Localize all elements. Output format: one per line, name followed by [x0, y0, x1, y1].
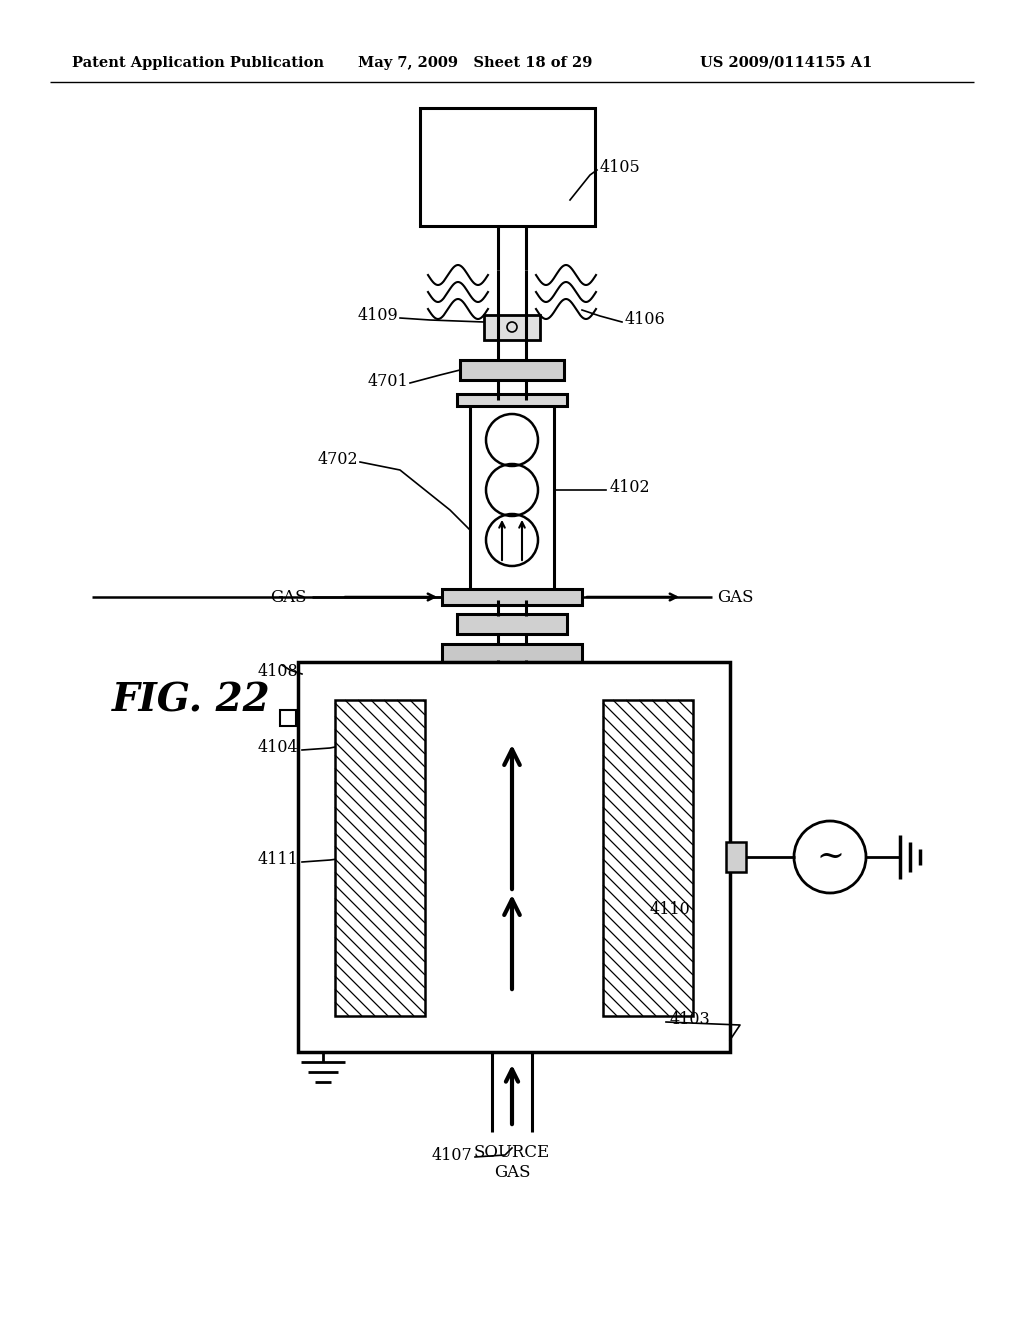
Text: May 7, 2009   Sheet 18 of 29: May 7, 2009 Sheet 18 of 29 [358, 55, 592, 70]
Bar [470, 400, 554, 601]
Text: 4104: 4104 [258, 739, 299, 756]
Text: 4110: 4110 [650, 902, 691, 919]
Bar [457, 393, 567, 407]
Text: FIG. 22: FIG. 22 [112, 681, 270, 719]
Bar [420, 108, 595, 226]
Text: 4109: 4109 [358, 308, 398, 325]
Bar [442, 589, 582, 605]
Text: GAS: GAS [270, 589, 307, 606]
Bar [298, 663, 730, 1052]
Bar [603, 700, 693, 1016]
Bar [460, 360, 564, 380]
Text: 4105: 4105 [600, 160, 641, 177]
Text: 4701: 4701 [368, 374, 409, 391]
Text: 4108: 4108 [258, 664, 299, 681]
Bar [442, 644, 582, 663]
Text: 4102: 4102 [610, 479, 650, 496]
Bar [335, 700, 425, 1016]
Text: GAS: GAS [494, 1164, 530, 1181]
Text: 4111: 4111 [258, 851, 299, 869]
Text: ~: ~ [816, 841, 844, 873]
Bar [726, 842, 746, 873]
Bar [457, 614, 567, 634]
Bar [280, 710, 296, 726]
Text: GAS: GAS [717, 589, 754, 606]
Text: 4103: 4103 [670, 1011, 711, 1028]
Text: SOURCE: SOURCE [474, 1144, 550, 1162]
Text: US 2009/0114155 A1: US 2009/0114155 A1 [700, 55, 872, 70]
Text: 4107: 4107 [432, 1147, 473, 1163]
Text: Patent Application Publication: Patent Application Publication [72, 55, 324, 70]
Text: 4702: 4702 [318, 451, 358, 469]
Bar [484, 315, 540, 341]
Text: 4106: 4106 [625, 312, 666, 329]
